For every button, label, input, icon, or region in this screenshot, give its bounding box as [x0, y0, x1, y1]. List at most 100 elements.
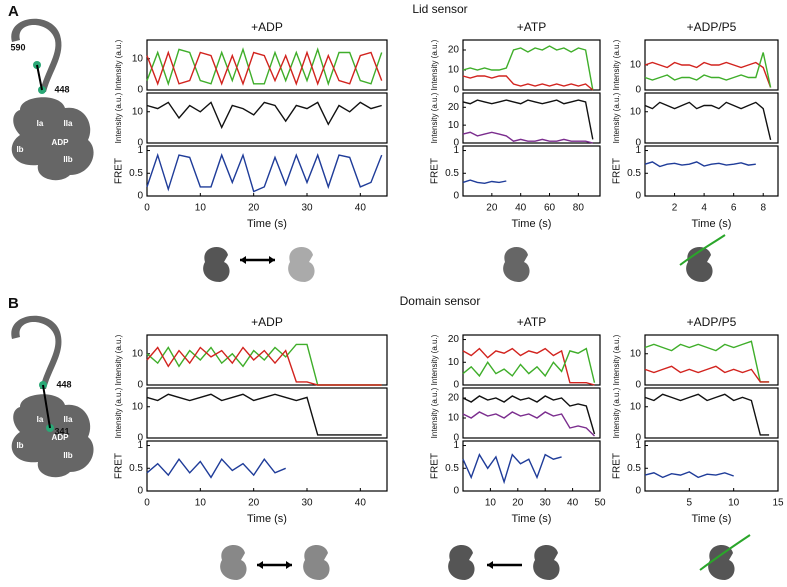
diagram-label: Ia — [37, 415, 44, 424]
y-tick-label: 0 — [453, 138, 459, 149]
x-tick-label: 30 — [301, 498, 313, 509]
subplot: Intensity (a.u.) 0 10 — [612, 387, 779, 444]
subplot: Intensity (a.u.) 0 10 — [114, 92, 388, 149]
trace — [462, 452, 562, 485]
y-axis-label: Intensity (a.u.) — [430, 92, 439, 143]
trace — [644, 101, 772, 141]
y-tick-label: 0.5 — [129, 463, 143, 474]
subplot: FRET 0 0.5 1 20 40 60 80 Time (s) — [430, 145, 601, 230]
y-tick-label: 0 — [635, 138, 641, 149]
y-tick-label: 10 — [448, 65, 460, 76]
x-tick-label: 30 — [540, 498, 552, 509]
y-tick-label: 20 — [448, 45, 460, 56]
trace — [462, 75, 594, 91]
y-axis-label: Intensity (a.u.) — [612, 39, 621, 90]
y-tick-label: 1 — [137, 440, 143, 451]
y-tick-label: 0 — [137, 138, 143, 149]
y-tick-label: 10 — [448, 120, 460, 131]
y-tick-label: 0 — [635, 433, 641, 444]
y-axis-label: Intensity (a.u.) — [114, 334, 123, 385]
plot-frame — [644, 440, 779, 492]
diagram-b — [11, 315, 94, 478]
x-axis-label: Time (s) — [247, 513, 287, 525]
y-tick-label: 0 — [635, 191, 641, 202]
y-tick-label: 0 — [453, 191, 459, 202]
plot-frame — [146, 145, 388, 197]
trace — [146, 458, 286, 479]
y-tick-label: 1 — [453, 145, 459, 156]
trace — [146, 101, 382, 130]
y-tick-label: 0 — [137, 85, 143, 96]
plot-frame — [146, 92, 388, 144]
subplot: Intensity (a.u.) 0 10 20 — [430, 92, 601, 149]
x-tick-label: 60 — [544, 203, 556, 214]
y-axis-label: FRET — [430, 158, 441, 184]
y-axis-label: Intensity (a.u.) — [612, 334, 621, 385]
y-tick-label: 1 — [137, 145, 143, 156]
y-tick-label: 20 — [448, 334, 460, 345]
diagram-label: 448 — [54, 84, 69, 94]
x-tick-label: 4 — [701, 203, 707, 214]
trace — [644, 340, 770, 383]
diagram-label: 590 — [10, 42, 25, 52]
subplot: FRET 0 0.5 1 10 20 30 40 50 Time (s) — [430, 440, 606, 525]
y-tick-label: 20 — [448, 393, 460, 404]
x-axis-label: Time (s) — [692, 218, 732, 230]
x-tick-label: 0 — [144, 498, 150, 509]
plot-frame — [462, 440, 601, 492]
y-axis-label: Intensity (a.u.) — [114, 387, 123, 438]
y-tick-label: 0 — [635, 380, 641, 391]
diagram-label: 341 — [54, 426, 69, 436]
y-axis-label: Intensity (a.u.) — [612, 387, 621, 438]
y-tick-label: 10 — [630, 401, 642, 412]
column-title: +ATP — [517, 20, 546, 34]
y-axis-label: Intensity (a.u.) — [430, 387, 439, 438]
x-tick-label: 20 — [512, 498, 524, 509]
plot-frame — [462, 387, 601, 439]
x-tick-label: 10 — [485, 498, 497, 509]
trace — [462, 411, 595, 437]
trace — [644, 471, 734, 479]
cartoons — [203, 234, 751, 580]
y-tick-label: 0.5 — [627, 463, 641, 474]
x-tick-label: 10 — [195, 203, 207, 214]
trace — [462, 179, 507, 185]
y-tick-label: 10 — [132, 348, 144, 359]
plot-frame — [146, 39, 388, 91]
subplot: +ADP Intensity (a.u.) 0 10 — [114, 315, 388, 391]
x-tick-label: 0 — [144, 203, 150, 214]
y-tick-label: 10 — [132, 53, 144, 64]
subplot: Intensity (a.u.) 0 10 — [612, 92, 779, 149]
x-tick-label: 10 — [728, 498, 740, 509]
column-title: +ADP — [251, 20, 283, 34]
y-axis-label: Intensity (a.u.) — [114, 39, 123, 90]
plot-frame — [462, 334, 601, 386]
plot-frame — [644, 387, 779, 439]
x-tick-label: 2 — [672, 203, 678, 214]
diagram-label: Ib — [16, 441, 23, 450]
plot-frame — [462, 92, 601, 144]
diagram-label: IIa — [64, 119, 73, 128]
y-axis-label: Intensity (a.u.) — [612, 92, 621, 143]
x-tick-label: 15 — [772, 498, 784, 509]
x-tick-label: 20 — [486, 203, 498, 214]
x-tick-label: 40 — [567, 498, 579, 509]
y-tick-label: 0 — [453, 85, 459, 96]
y-axis-label: Intensity (a.u.) — [430, 334, 439, 385]
y-tick-label: 0 — [453, 380, 459, 391]
x-axis-label: Time (s) — [692, 513, 732, 525]
x-axis-label: Time (s) — [512, 218, 552, 230]
plot-frame — [146, 440, 388, 492]
subplot: +ADP/P5 Intensity (a.u.) 0 10 — [612, 315, 779, 391]
trace — [462, 395, 596, 435]
y-tick-label: 0.5 — [445, 168, 459, 179]
x-tick-label: 50 — [594, 498, 606, 509]
subplot: Intensity (a.u.) 0 10 20 — [430, 387, 601, 444]
y-tick-label: 0 — [635, 486, 641, 497]
x-tick-label: 40 — [355, 203, 367, 214]
plot-frame — [644, 92, 779, 144]
trace — [146, 47, 383, 87]
diagram-label: IIa — [64, 415, 73, 424]
